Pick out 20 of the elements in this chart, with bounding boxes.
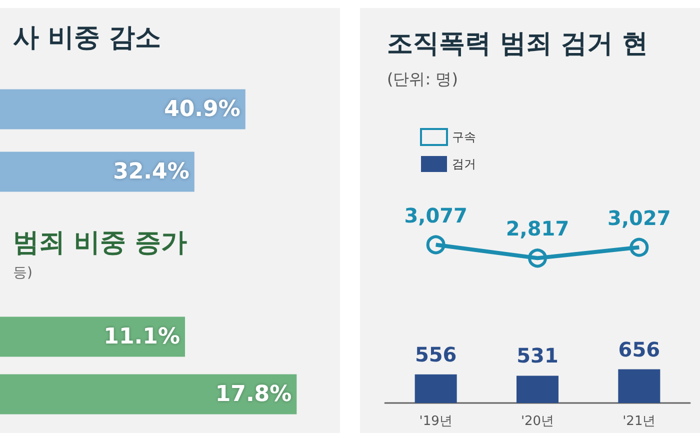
data-label: 40.9% bbox=[164, 96, 240, 122]
data-label: 2,817 bbox=[506, 216, 570, 241]
data-label: 656 bbox=[618, 337, 660, 362]
data-label: 32.4% bbox=[113, 159, 190, 184]
x-tick-label: '20년 bbox=[520, 414, 554, 429]
chart-title: 범죄 비중 증가 bbox=[13, 228, 188, 258]
chart-title: 조직폭력 범죄 검거 현 bbox=[387, 29, 648, 59]
chart-subtitle: 등) bbox=[13, 265, 32, 281]
data-label: 556 bbox=[414, 342, 457, 366]
x-tick-label: '21년 bbox=[622, 414, 656, 429]
legend-label: 구속 bbox=[452, 130, 476, 144]
chart-title: 사 비중 감소 bbox=[13, 23, 162, 53]
data-label: 3,027 bbox=[608, 206, 671, 230]
x-tick-label: '19년 bbox=[419, 414, 452, 429]
data-label: 3,077 bbox=[404, 203, 468, 228]
legend-label: 검거 bbox=[452, 157, 476, 171]
data-label: 11.1% bbox=[104, 324, 180, 350]
data-label: 17.8% bbox=[215, 382, 292, 407]
chart-subtitle: (단위: 명) bbox=[387, 70, 458, 88]
data-label: 531 bbox=[516, 344, 558, 368]
